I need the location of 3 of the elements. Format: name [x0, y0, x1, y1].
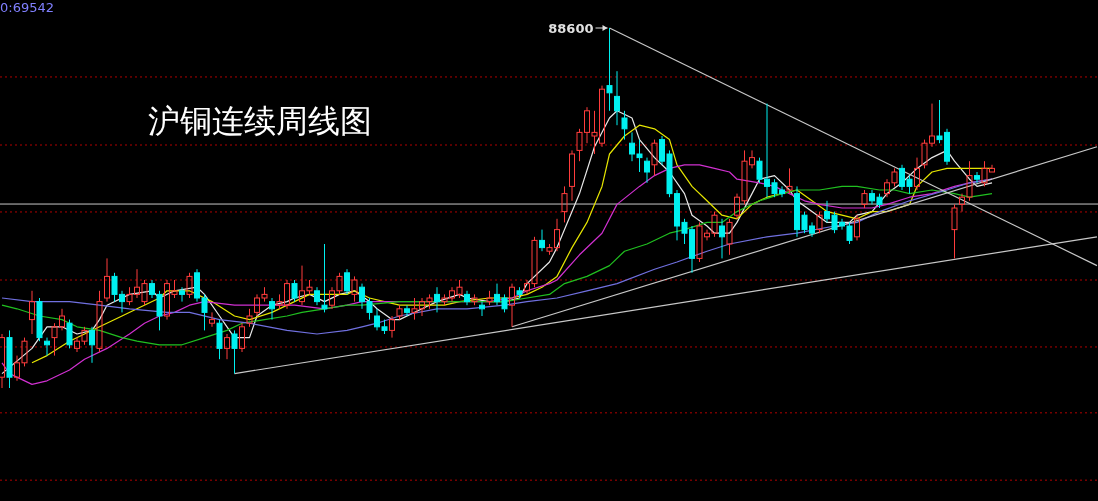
text: 0:69542 — [0, 0, 55, 15]
text: 沪铜连续周线图 — [148, 102, 372, 140]
annotation: 88600 — [548, 21, 594, 36]
